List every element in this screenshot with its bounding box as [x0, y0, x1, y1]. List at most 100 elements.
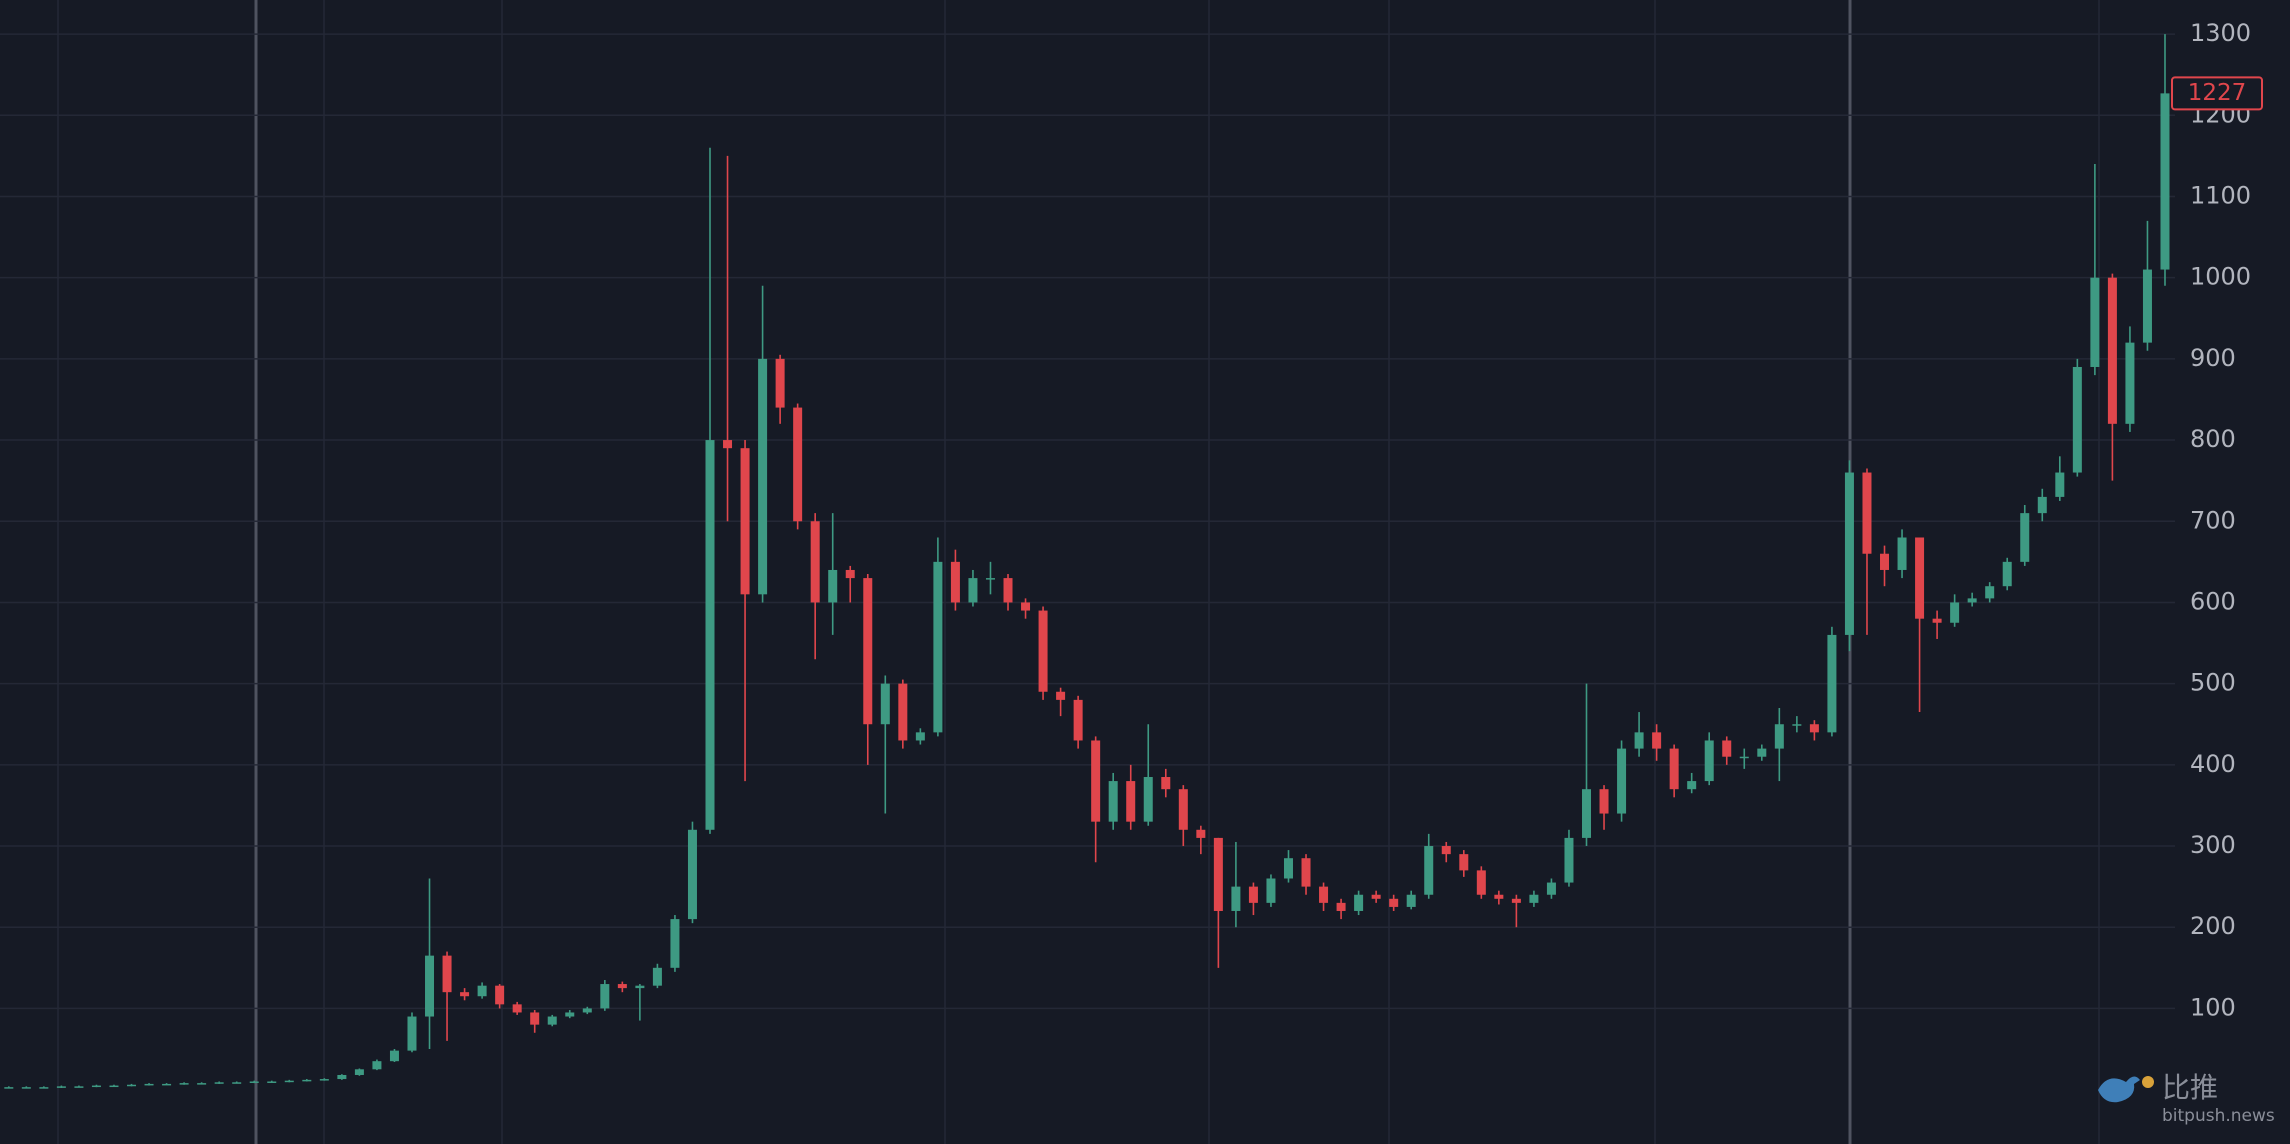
candle-body [1336, 902, 1346, 911]
y-tick-label: 700 [2190, 506, 2236, 534]
candle-body [1354, 894, 1364, 911]
candle-body [2107, 277, 2117, 424]
watermark: 比推 bitpush.news [2098, 1071, 2275, 1126]
candle-body [2090, 277, 2100, 367]
candle-body [1546, 882, 1556, 895]
candle-body [1809, 724, 1819, 733]
candle-body [21, 1087, 31, 1089]
candle-body [863, 578, 873, 725]
y-tick-label: 1000 [2190, 263, 2251, 291]
candle-body [1283, 858, 1293, 879]
candle-body [880, 683, 890, 725]
candle-body [705, 440, 715, 830]
candle-body [1301, 858, 1311, 887]
candle-body [670, 919, 680, 968]
candle-body [1161, 777, 1171, 790]
candle-body [1108, 781, 1118, 822]
candle-body [127, 1084, 137, 1087]
candle-body [442, 955, 452, 993]
candle-body [1424, 846, 1434, 895]
candle-body [1476, 870, 1486, 895]
candle-body [389, 1050, 399, 1062]
candle-body [687, 829, 697, 920]
candles [4, 34, 2170, 1089]
y-tick-label: 100 [2190, 993, 2236, 1021]
candle-body [1003, 578, 1013, 603]
candle-body [1967, 598, 1977, 603]
candle-body [91, 1085, 101, 1088]
candle-body [2037, 496, 2047, 514]
candle-body [793, 407, 803, 522]
y-tick-label: 300 [2190, 831, 2236, 859]
candle-body [1774, 724, 1784, 749]
candle-body [2160, 93, 2170, 270]
candle-body [1038, 610, 1048, 692]
y-tick-label: 500 [2190, 669, 2236, 697]
candle-body [2072, 366, 2082, 473]
candle-body [2055, 472, 2065, 497]
candle-body [1196, 829, 1206, 838]
candle-body [1652, 732, 1662, 749]
candle-body [354, 1069, 364, 1075]
candle-body [652, 967, 662, 986]
candle-body [1441, 846, 1451, 855]
candle-body [723, 440, 733, 449]
candle-body [477, 985, 487, 997]
candle-body [547, 1016, 557, 1025]
candle-body [372, 1061, 382, 1070]
candle-body [39, 1087, 49, 1089]
candle-body [617, 984, 627, 989]
candle-body [1932, 618, 1942, 623]
price-axis: 1002003004005006007008009001000110012001… [2171, 19, 2263, 1021]
candle-body [1950, 602, 1960, 623]
candle-body [1687, 781, 1697, 790]
candle-body [4, 1087, 14, 1089]
candle-body [425, 955, 435, 1017]
y-tick-label: 600 [2190, 587, 2236, 615]
candle-body [1862, 472, 1872, 554]
candle-body [232, 1082, 242, 1084]
candle-body [775, 358, 785, 408]
candle-body [1056, 691, 1066, 700]
candle-body [985, 578, 995, 580]
candle-body [1319, 886, 1329, 903]
candle-body [1704, 740, 1714, 782]
candle-body [337, 1074, 347, 1080]
candle-body [1582, 789, 1591, 838]
candle-body [898, 683, 908, 741]
candle-body [1494, 894, 1504, 899]
candle-body [933, 561, 943, 733]
y-tick-label: 1100 [2190, 181, 2251, 209]
candle-body [740, 448, 750, 595]
candle-body [1178, 789, 1188, 830]
candle-body [1231, 886, 1241, 911]
candle-body [214, 1082, 224, 1084]
candle-body [1634, 732, 1644, 749]
candle-body [2020, 513, 2030, 562]
last-price-label: 1227 [2188, 80, 2247, 106]
watermark-site: bitpush.news [2162, 1106, 2275, 1126]
candle-body [512, 1004, 522, 1013]
candle-body [1985, 586, 1995, 599]
vertical-grid [57, 0, 2100, 1144]
candle-body [1599, 789, 1609, 814]
candle-body [1021, 602, 1031, 611]
y-tick-label: 1300 [2190, 19, 2251, 47]
candle-body [1091, 740, 1101, 822]
candle-body [1792, 724, 1802, 726]
candle-body [828, 569, 838, 603]
candle-body [1827, 634, 1837, 733]
candle-body [1073, 699, 1083, 741]
y-tick-label: 800 [2190, 425, 2236, 453]
candle-body [1757, 748, 1767, 757]
candle-body [950, 561, 960, 603]
watermark-logo-dot [2142, 1076, 2154, 1088]
candle-body [197, 1083, 207, 1085]
candle-body [1389, 898, 1399, 907]
candle-body [582, 1008, 592, 1013]
candle-body [74, 1086, 84, 1088]
candle-body [1248, 886, 1258, 903]
y-tick-label: 900 [2190, 344, 2236, 372]
candle-body [284, 1080, 294, 1083]
candle-body [1511, 898, 1521, 903]
